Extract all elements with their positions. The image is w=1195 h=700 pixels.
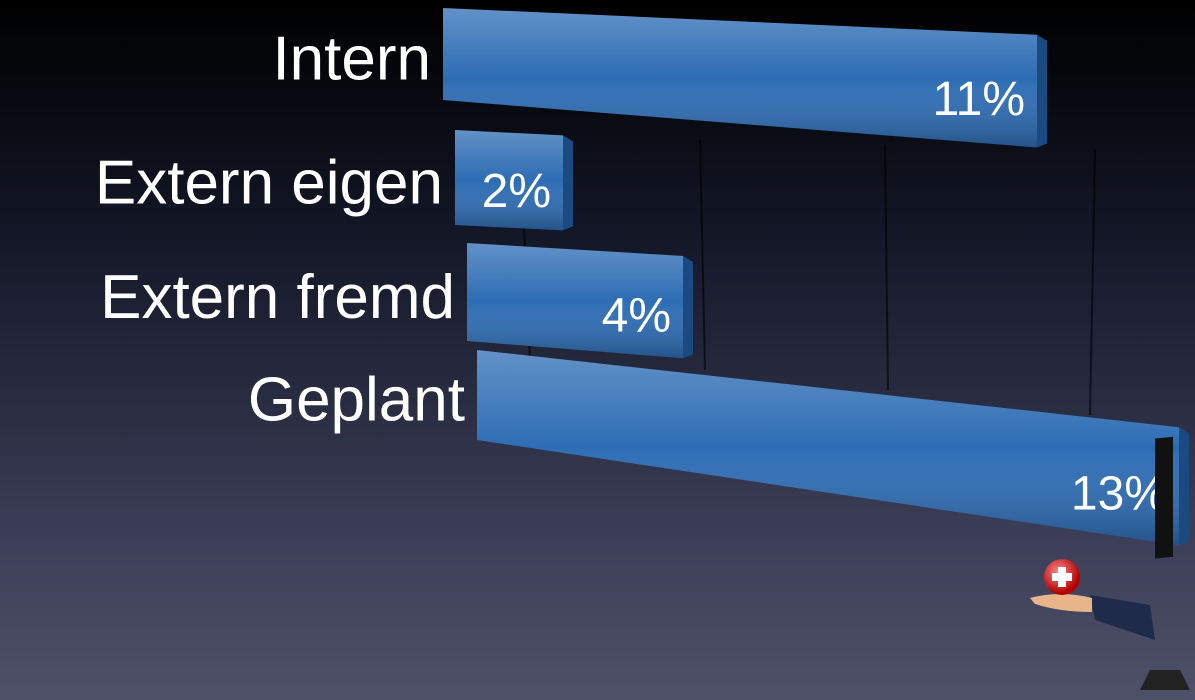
bar-shade <box>443 8 1037 148</box>
category-label: Intern <box>272 25 431 94</box>
value-label: 2% <box>482 165 551 218</box>
bar-side <box>683 255 693 359</box>
category-label: Extern eigen <box>95 148 443 217</box>
category-label: Extern fremd <box>100 263 455 332</box>
bar-shade <box>477 350 1179 546</box>
bar-side <box>563 135 573 231</box>
value-label: 11% <box>932 73 1025 126</box>
bar-side <box>1179 427 1189 546</box>
bars: 11% Intern 2% Extern eigen 4% Extern fremd 13%… <box>95 8 1189 546</box>
bar-shade <box>455 130 563 231</box>
value-label: 13% <box>1071 468 1167 521</box>
hand-icon <box>1030 436 1190 690</box>
category-label: Geplant <box>248 365 465 434</box>
bar-side <box>1037 34 1047 148</box>
bar-shade <box>467 243 683 359</box>
value-label: 4% <box>602 290 671 343</box>
